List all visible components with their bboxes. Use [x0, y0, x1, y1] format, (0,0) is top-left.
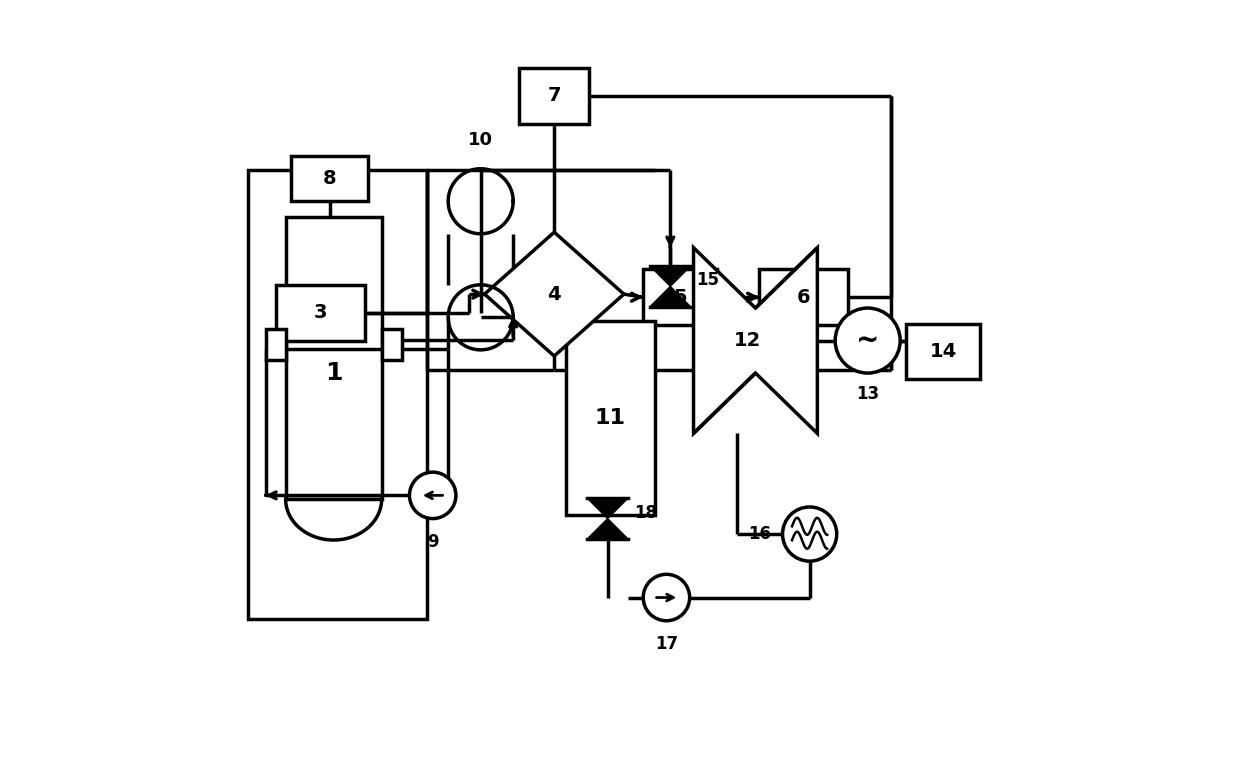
Polygon shape	[448, 285, 513, 350]
Text: 3: 3	[314, 303, 327, 322]
Polygon shape	[285, 499, 382, 540]
Polygon shape	[588, 498, 627, 519]
Bar	[382, 329, 402, 360]
Bar	[275, 285, 365, 341]
Circle shape	[782, 507, 837, 561]
Bar	[291, 156, 368, 201]
Text: 14: 14	[930, 342, 957, 361]
Text: 6: 6	[797, 288, 811, 307]
Circle shape	[836, 308, 900, 373]
Polygon shape	[650, 266, 691, 286]
Polygon shape	[693, 248, 817, 433]
Circle shape	[409, 472, 456, 519]
Text: 8: 8	[322, 170, 336, 188]
Bar	[520, 68, 589, 124]
Polygon shape	[650, 286, 691, 307]
Circle shape	[644, 574, 689, 621]
Bar	[759, 269, 848, 325]
Polygon shape	[588, 519, 627, 539]
Text: 12: 12	[734, 331, 761, 350]
Text: ~: ~	[856, 327, 879, 354]
Text: 10: 10	[469, 132, 494, 149]
Bar	[285, 217, 382, 499]
Text: 1: 1	[325, 361, 342, 385]
Text: 11: 11	[595, 408, 626, 428]
Bar	[906, 324, 980, 379]
Bar	[248, 170, 427, 619]
Polygon shape	[693, 248, 817, 433]
Bar	[265, 329, 285, 360]
Text: 16: 16	[748, 525, 771, 543]
Text: 9: 9	[427, 533, 439, 550]
Bar	[644, 269, 717, 325]
Text: 5: 5	[673, 288, 687, 307]
Text: 15: 15	[697, 272, 719, 289]
Text: 4: 4	[547, 285, 560, 303]
Text: 17: 17	[655, 635, 678, 652]
Text: 18: 18	[634, 504, 657, 522]
Polygon shape	[485, 232, 624, 356]
Text: 13: 13	[856, 385, 879, 402]
Bar	[565, 321, 655, 515]
Text: 7: 7	[547, 87, 560, 105]
Polygon shape	[448, 169, 513, 234]
